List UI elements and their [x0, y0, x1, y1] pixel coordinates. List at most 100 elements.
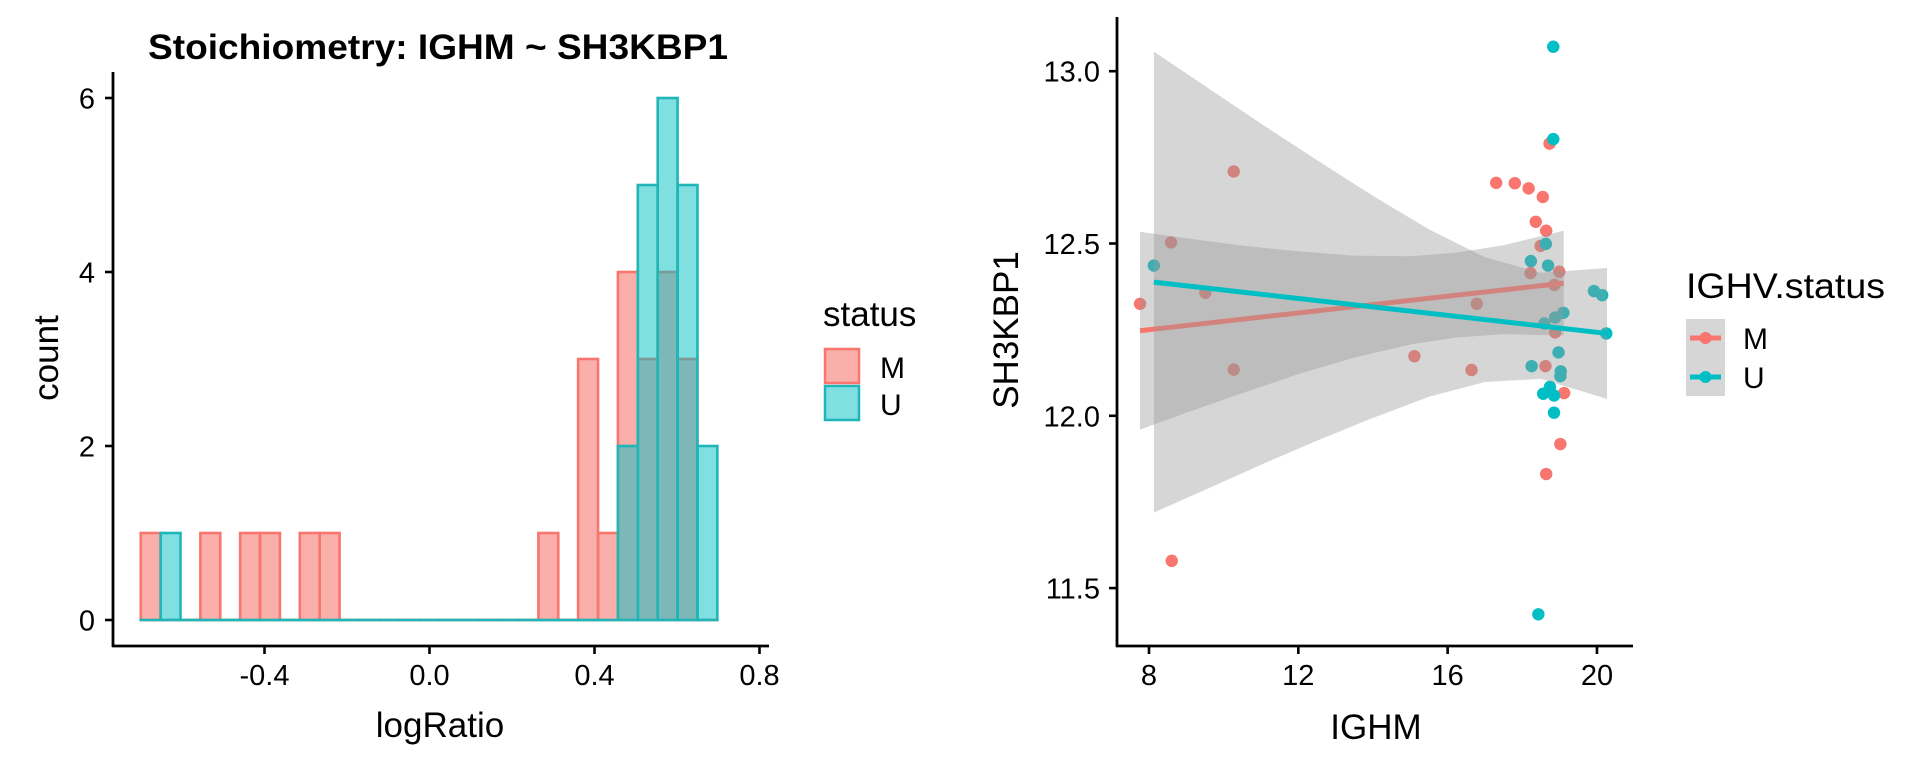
- legend-item-M: M: [1690, 323, 1768, 356]
- scatter-point-M-23: [1554, 437, 1567, 451]
- histogram-x-tick-label: 0.4: [574, 660, 614, 692]
- histogram-bar-U-1: [159, 531, 182, 622]
- histogram-y-tick-label: 4: [79, 258, 95, 290]
- histogram-y-tick-label: 2: [79, 432, 95, 464]
- scatter-panel: 8 12 16 20 11.5 12.0 12.5 13.0 IGHM SH3KBP1 IG…: [987, 17, 1885, 747]
- scatter-x-tick-label: 20: [1581, 660, 1613, 692]
- histogram-bar-U-26: [656, 96, 679, 622]
- histogram-bar-M-20: [537, 531, 560, 622]
- scatter-x-ticks: 8 12 16 20: [1141, 646, 1613, 692]
- histogram-bars: [139, 96, 719, 622]
- scatter-point-M-3: [1227, 165, 1240, 178]
- scatter-x-tick-label: 16: [1432, 660, 1464, 692]
- scatter-series-U: [1147, 40, 1613, 621]
- legend-item-M: M: [823, 347, 905, 385]
- histogram-bar-U-28: [696, 444, 719, 622]
- histogram-bar-U-27: [676, 183, 699, 622]
- histogram-bar-M-6: [258, 531, 282, 622]
- scatter-y-tick-label: 12.0: [1044, 401, 1100, 433]
- histogram-bar-U-24: [616, 444, 640, 622]
- confidence-band-U: [1153, 51, 1607, 513]
- histogram-x-tick-label: -0.4: [240, 660, 290, 692]
- legend-label-U: U: [880, 389, 902, 422]
- scatter-legend-title: IGHV.status: [1686, 267, 1885, 306]
- scatter-point-U-7: [1595, 288, 1609, 302]
- scatter-points: [1133, 40, 1613, 621]
- scatter-point-M-10: [1489, 176, 1503, 190]
- scatter-point-M-13: [1536, 190, 1550, 204]
- legend-point-U: [1699, 371, 1712, 383]
- scatter-x-axis-title: IGHM: [1330, 708, 1421, 747]
- legend-key-U: [823, 384, 861, 422]
- histogram-bar-U-25: [636, 183, 659, 622]
- scatter-point-U-3: [1539, 237, 1553, 251]
- scatter-y-axis-title: SH3KBP1: [987, 251, 1026, 409]
- histogram-bar-M-3: [199, 531, 222, 622]
- scatter-point-M-15: [1539, 224, 1553, 237]
- legend-item-U: U: [823, 384, 902, 422]
- histogram-series-U: [139, 96, 719, 622]
- scatter-point-M-22: [1557, 386, 1571, 400]
- legend-ribbon-key-background: [1686, 319, 1725, 396]
- legend-label-M: M: [1743, 323, 1768, 356]
- scatter-y-tick-label: 13.0: [1044, 57, 1100, 89]
- scatter-point-M-4: [1227, 363, 1240, 376]
- scatter-y-tick-label: 12.5: [1044, 229, 1100, 261]
- histogram-y-ticks: 0 2 4 6: [79, 84, 113, 638]
- histogram-x-axis-title: logRatio: [376, 706, 504, 745]
- scatter-point-U-20: [1532, 608, 1545, 621]
- scatter-point-U-9: [1548, 311, 1562, 324]
- scatter-point-M-11: [1508, 176, 1522, 190]
- histogram-bar-M-5: [238, 531, 262, 622]
- scatter-x-tick-label: 8: [1141, 660, 1157, 692]
- scatter-point-M-17: [1553, 265, 1566, 278]
- scatter-point-U-5: [1541, 259, 1555, 272]
- scatter-point-M-14: [1529, 215, 1542, 228]
- histogram-y-axis-title: count: [27, 315, 66, 401]
- scatter-legend: IGHV.status M U: [1686, 267, 1885, 396]
- confidence-band-M: [1140, 230, 1564, 430]
- scatter-point-U-18: [1547, 389, 1561, 402]
- legend-point-M: [1699, 332, 1712, 344]
- scatter-point-U-1: [1547, 40, 1560, 53]
- histogram-bar-M-8: [298, 531, 321, 622]
- scatter-point-U-19: [1547, 406, 1561, 419]
- histogram-x-tick-label: 0.0: [409, 660, 449, 692]
- histogram-bar-M-0: [139, 531, 162, 622]
- scatter-point-M-6: [1408, 349, 1421, 363]
- scatter-x-tick-label: 12: [1282, 660, 1314, 692]
- scatter-point-M-5: [1165, 554, 1178, 568]
- scatter-point-M-1: [1164, 236, 1178, 249]
- scatter-point-U-17: [1537, 387, 1550, 400]
- histogram-title: Stoichiometry: IGHM ~ SH3KBP1: [148, 28, 728, 67]
- scatter-y-ticks: 11.5 12.0 12.5 13.0: [1044, 57, 1117, 606]
- legend-item-U: U: [1690, 362, 1765, 395]
- regression-layers: [1139, 51, 1608, 513]
- histogram-y-tick-label: 0: [79, 606, 95, 638]
- scatter-point-U-12: [1552, 346, 1565, 359]
- scatter-point-M-24: [1539, 467, 1553, 481]
- histogram-bar-M-23: [596, 531, 620, 622]
- scatter-point-U-2: [1547, 132, 1560, 146]
- regression-line-U: [1153, 279, 1608, 336]
- histogram-x-tick-label: 0.8: [739, 660, 779, 692]
- legend-key-M: [823, 347, 861, 385]
- histogram-legend: status M U: [823, 295, 916, 422]
- scatter-point-M-7: [1465, 363, 1478, 377]
- histogram-panel: Stoichiometry: IGHM ~ SH3KBP1 -0.4 0.0 0.4…: [27, 28, 916, 745]
- scatter-point-U-13: [1525, 359, 1538, 373]
- legend-label-M: M: [880, 352, 905, 385]
- scatter-point-U-15: [1554, 369, 1567, 383]
- scatter-point-M-12: [1522, 182, 1535, 195]
- histogram-y-tick-label: 6: [79, 84, 95, 116]
- scatter-point-M-8: [1470, 297, 1483, 311]
- scatter-point-M-18: [1524, 266, 1537, 280]
- legend-label-U: U: [1743, 362, 1765, 395]
- histogram-bar-M-22: [576, 357, 600, 622]
- histogram-x-ticks: -0.4 0.0 0.4 0.8: [240, 646, 780, 692]
- scatter-point-M-0: [1133, 297, 1147, 311]
- scatter-y-tick-label: 11.5: [1046, 574, 1100, 606]
- histogram-legend-title: status: [823, 295, 916, 334]
- scatter-series-M: [1133, 137, 1571, 568]
